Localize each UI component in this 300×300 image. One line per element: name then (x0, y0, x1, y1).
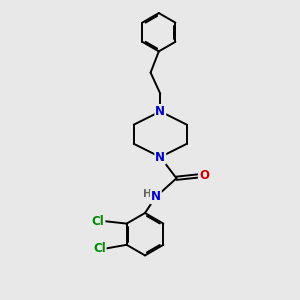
Text: Cl: Cl (92, 215, 104, 228)
Text: N: N (151, 190, 161, 203)
Text: N: N (155, 151, 165, 164)
Text: O: O (199, 169, 209, 182)
Text: Cl: Cl (93, 242, 106, 255)
Text: H: H (143, 189, 152, 199)
Text: N: N (155, 105, 165, 118)
